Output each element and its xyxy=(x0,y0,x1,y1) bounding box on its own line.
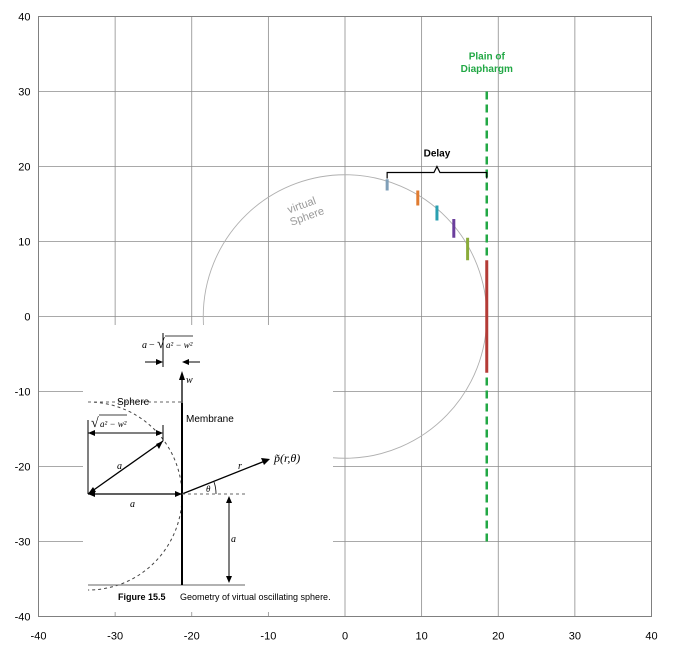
inset-top-root-sign: √ xyxy=(157,337,165,352)
diaphragm-label-line1: Plain of xyxy=(469,51,506,62)
y-tick-label: 10 xyxy=(18,237,30,249)
inset-figure: a − √ a² − w² w Sphere Membrane √ a² − w… xyxy=(83,325,333,612)
delay-label: Delay xyxy=(424,149,451,160)
inset-root-arrowhead-right xyxy=(156,430,163,436)
inset-vertical-arrowhead-top xyxy=(226,496,232,503)
inset-diagonal-a xyxy=(87,440,164,495)
x-tick-label: -40 xyxy=(31,631,47,643)
inset-w-label: w xyxy=(186,375,193,386)
plot-frame xyxy=(38,16,652,617)
inset-sphere-arc xyxy=(87,401,183,591)
x-tick-label: 10 xyxy=(416,631,428,643)
inset-theta-label: θ xyxy=(206,484,211,494)
x-tick-label: -10 xyxy=(260,631,276,643)
y-tick-labels: -40 -30 -20 -10 0 10 20 30 40 xyxy=(15,12,31,624)
inset-p-label: p̃(r,θ) xyxy=(273,451,300,465)
inset-diagonal-arrowhead-top xyxy=(156,441,163,449)
x-tick-label: -20 xyxy=(184,631,200,643)
x-tick-label: -30 xyxy=(107,631,123,643)
x-tick-label: 30 xyxy=(569,631,581,643)
inset-left-root-label: a² − w² xyxy=(100,419,127,429)
inset-top-formula-root: a² − w² xyxy=(166,340,193,350)
x-tick-labels: -40 -30 -20 -10 0 10 20 30 40 xyxy=(31,631,658,643)
inset-top-formula-minus: − xyxy=(149,340,155,351)
inset-top-arrowhead-right xyxy=(182,359,189,365)
x-tick-label: 40 xyxy=(645,631,657,643)
inset-r-label: r xyxy=(238,461,242,472)
inset-root-arrowhead-left xyxy=(88,430,95,436)
x-tick-label: 20 xyxy=(492,631,504,643)
diaphragm-label-line2: Diaphargm xyxy=(461,64,513,75)
x-tick-label: 0 xyxy=(342,631,348,643)
segments xyxy=(385,179,489,373)
inset-horizontal-arrowhead-left xyxy=(88,491,95,497)
inset-membrane-label: Membrane xyxy=(186,414,234,425)
inset-top-arrowhead-left xyxy=(156,359,163,365)
inset-top-formula-a: a xyxy=(142,340,147,351)
y-tick-label: -10 xyxy=(15,387,31,399)
y-tick-label: 40 xyxy=(18,12,30,24)
inset-caption-bold: Figure 15.5 xyxy=(118,592,166,602)
inset-left-root-sign: √ xyxy=(91,416,99,431)
inset-r-arrowhead xyxy=(261,458,270,465)
virtual-sphere-arc xyxy=(202,174,488,459)
inset-vertical-arrowhead-bottom xyxy=(226,576,232,583)
inset-r-arrow xyxy=(181,460,266,495)
delay-bracket xyxy=(386,165,488,179)
y-tick-label: -30 xyxy=(15,537,31,549)
inset-a-diagonal-label: a xyxy=(117,461,122,472)
inset-horizontal-arrowhead-right xyxy=(175,491,182,497)
y-tick-label: 30 xyxy=(18,87,30,99)
inset-sphere-label: Sphere xyxy=(117,397,150,408)
inset-a-vertical-label: a xyxy=(231,534,236,545)
y-tick-label: 0 xyxy=(24,312,30,324)
y-tick-label: 20 xyxy=(18,162,30,174)
inset-a-horizontal-label: a xyxy=(130,499,135,510)
inset-caption-text: Geometry of virtual oscillating sphere. xyxy=(180,592,331,602)
y-tick-label: -40 xyxy=(15,612,31,624)
inset-theta-arc xyxy=(213,481,217,495)
y-tick-label: -20 xyxy=(15,462,31,474)
inset-w-arrowhead xyxy=(179,371,185,380)
